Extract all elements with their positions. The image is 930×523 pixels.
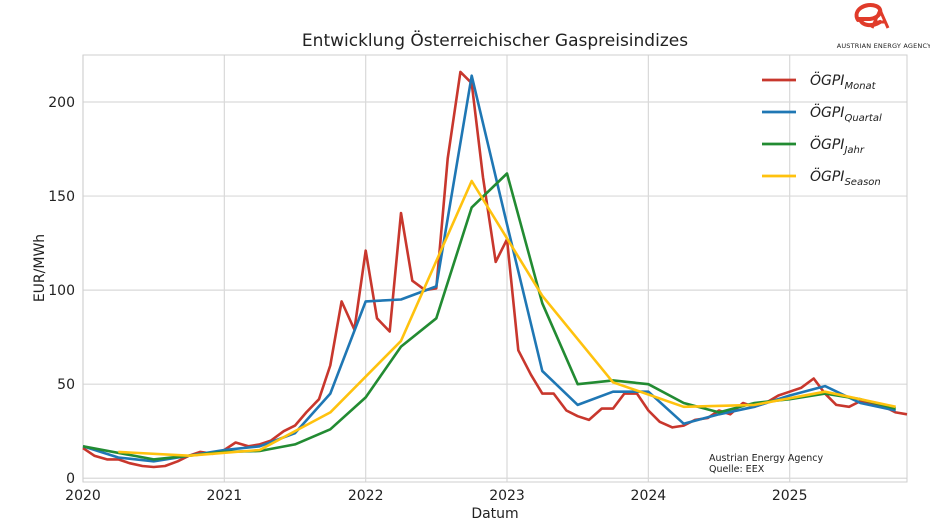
plot-frame xyxy=(82,54,908,483)
legend-entry-jahr: ÖGPIJahr xyxy=(810,135,865,156)
legend-entry-quartal: ÖGPIQuartal xyxy=(810,103,882,124)
y-tick-label: 50 xyxy=(57,377,75,393)
y-tick-label: 100 xyxy=(48,283,75,299)
legend: ÖGPIMonat ÖGPIQuartal ÖGPIJahr ÖGPISeason xyxy=(762,71,882,188)
legend-entry-season: ÖGPISeason xyxy=(810,167,881,188)
y-axis: 0 50 100 150 200 xyxy=(48,95,75,487)
y-axis-label: EUR/MWh xyxy=(32,234,48,302)
x-tick-label: 2023 xyxy=(489,488,525,504)
x-tick-label: 2025 xyxy=(772,488,808,504)
annotation-source: Quelle: EEX xyxy=(709,464,765,475)
x-axis: 2020 2021 2022 2023 2024 2025 xyxy=(65,488,807,504)
series-line-quartal xyxy=(82,74,896,463)
x-tick-label: 2024 xyxy=(631,488,667,504)
series-line-season xyxy=(118,179,896,457)
x-axis-label: Datum xyxy=(471,506,518,522)
annotation-source-org: Austrian Energy Agency xyxy=(709,453,823,464)
x-tick-label: 2021 xyxy=(207,488,243,504)
austrian-energy-agency-logo: AUSTRIAN ENERGY AGENCY xyxy=(837,3,930,50)
chart-title: Entwicklung Österreichischer Gaspreisind… xyxy=(302,29,688,51)
series-lines xyxy=(82,70,908,469)
grid xyxy=(82,55,907,482)
x-tick-label: 2022 xyxy=(348,488,384,504)
y-tick-label: 200 xyxy=(48,95,75,111)
logo-a-mark xyxy=(870,6,890,29)
legend-entry-monat: ÖGPIMonat xyxy=(810,71,877,92)
y-tick-label: 0 xyxy=(66,471,75,487)
x-tick-label: 2020 xyxy=(65,488,101,504)
y-tick-label: 150 xyxy=(48,189,75,205)
series-line-monat xyxy=(82,70,908,469)
logo-text: AUSTRIAN ENERGY AGENCY xyxy=(837,42,930,50)
